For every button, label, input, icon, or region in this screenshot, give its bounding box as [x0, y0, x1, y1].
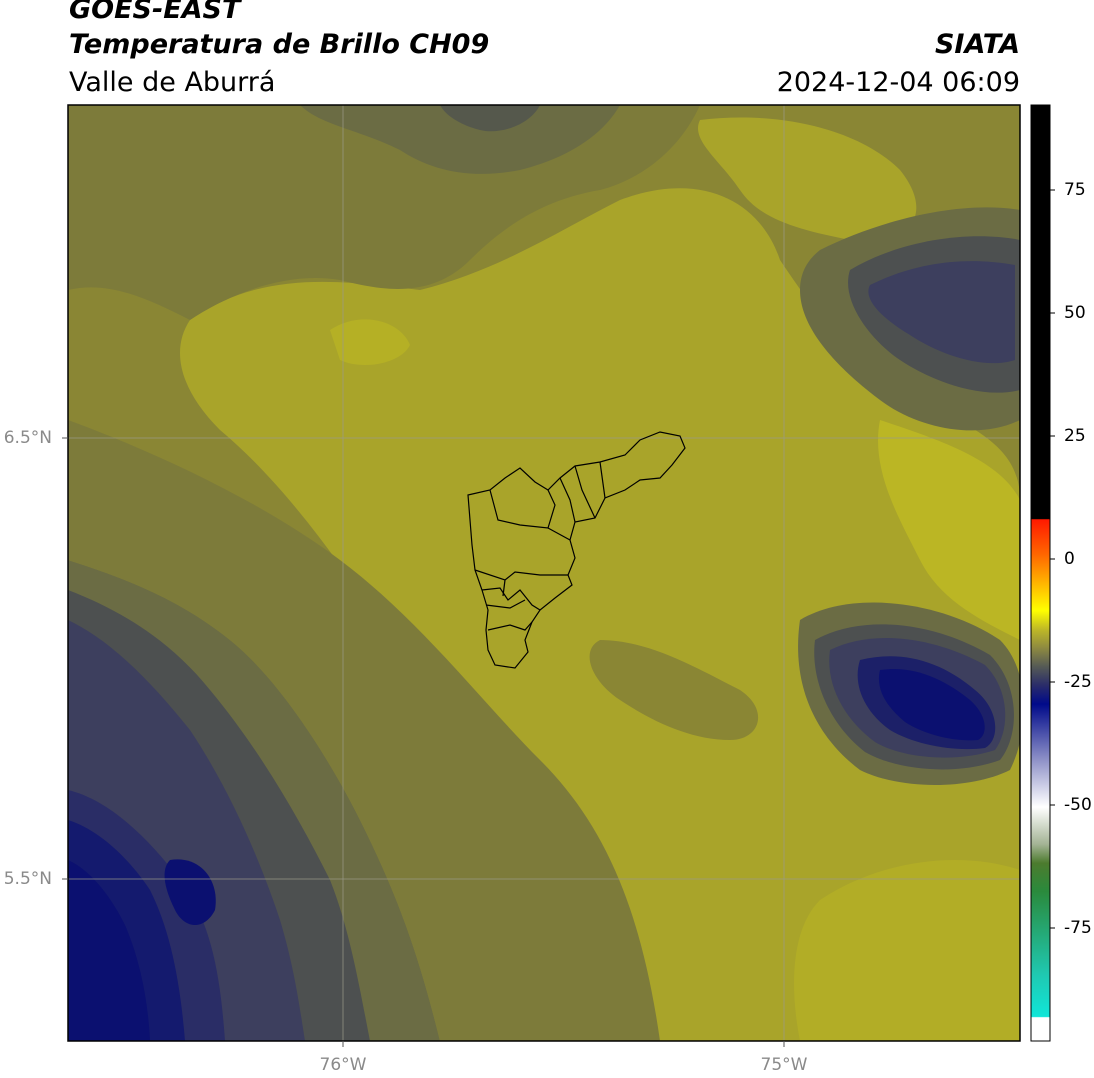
- colorbar-tick: -75: [1064, 918, 1092, 938]
- colorbar-tick: 0: [1064, 549, 1075, 569]
- brightness-temperature-field: [68, 105, 1020, 1041]
- colorbar-tick: 75: [1064, 180, 1086, 200]
- municipality-boundaries: [467, 431, 686, 669]
- warm-zone-center: [180, 188, 1020, 1041]
- lat-label-5-5: 5.5°N: [3, 869, 52, 889]
- colorbar-tick: 50: [1064, 303, 1086, 323]
- colorbar-tick: -25: [1064, 672, 1092, 692]
- agency-label: SIATA: [934, 29, 1020, 60]
- bright-zone-southeast: [794, 860, 1020, 1041]
- lon-label-76: 76°W: [319, 1055, 367, 1075]
- dark-band-center: [68, 420, 660, 1041]
- colorbar-tick: -50: [1064, 795, 1092, 815]
- region-subtitle: Valle de Aburrá: [69, 67, 276, 98]
- lon-label-75: 75°W: [760, 1055, 808, 1075]
- product-title: Temperatura de Brillo CH09: [69, 29, 490, 60]
- bright-zone-east: [878, 420, 1020, 640]
- bright-zone-north: [330, 319, 410, 365]
- colorbar: [1030, 104, 1055, 1042]
- satellite-title: GOES-EAST: [69, 0, 241, 25]
- datetime-label: 2024-12-04 06:09: [776, 67, 1020, 98]
- colorbar-tick: 25: [1064, 426, 1086, 446]
- lat-label-6-5: 6.5°N: [3, 428, 52, 448]
- warm-zone-right: [698, 117, 917, 242]
